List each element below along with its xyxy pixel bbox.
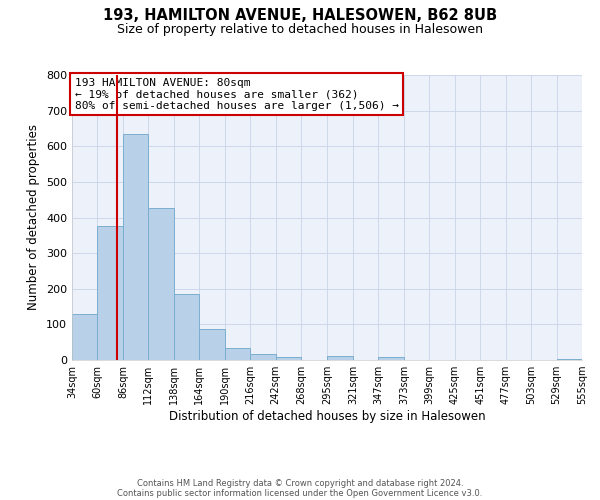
Text: Size of property relative to detached houses in Halesowen: Size of property relative to detached ho… <box>117 22 483 36</box>
Bar <box>379 357 404 360</box>
Text: 193, HAMILTON AVENUE, HALESOWEN, B62 8UB: 193, HAMILTON AVENUE, HALESOWEN, B62 8UB <box>103 8 497 22</box>
Bar <box>250 354 275 360</box>
Bar <box>174 294 199 360</box>
Bar <box>72 314 97 360</box>
Bar <box>275 357 301 360</box>
Y-axis label: Number of detached properties: Number of detached properties <box>28 124 40 310</box>
Bar <box>123 134 148 360</box>
Bar <box>328 356 353 360</box>
Bar <box>199 329 225 360</box>
Bar <box>225 348 250 360</box>
Text: Contains HM Land Registry data © Crown copyright and database right 2024.: Contains HM Land Registry data © Crown c… <box>137 478 463 488</box>
Bar <box>148 208 174 360</box>
Text: Contains public sector information licensed under the Open Government Licence v3: Contains public sector information licen… <box>118 488 482 498</box>
X-axis label: Distribution of detached houses by size in Halesowen: Distribution of detached houses by size … <box>169 410 485 423</box>
Text: 193 HAMILTON AVENUE: 80sqm
← 19% of detached houses are smaller (362)
80% of sem: 193 HAMILTON AVENUE: 80sqm ← 19% of deta… <box>74 78 398 111</box>
Bar <box>97 226 123 360</box>
